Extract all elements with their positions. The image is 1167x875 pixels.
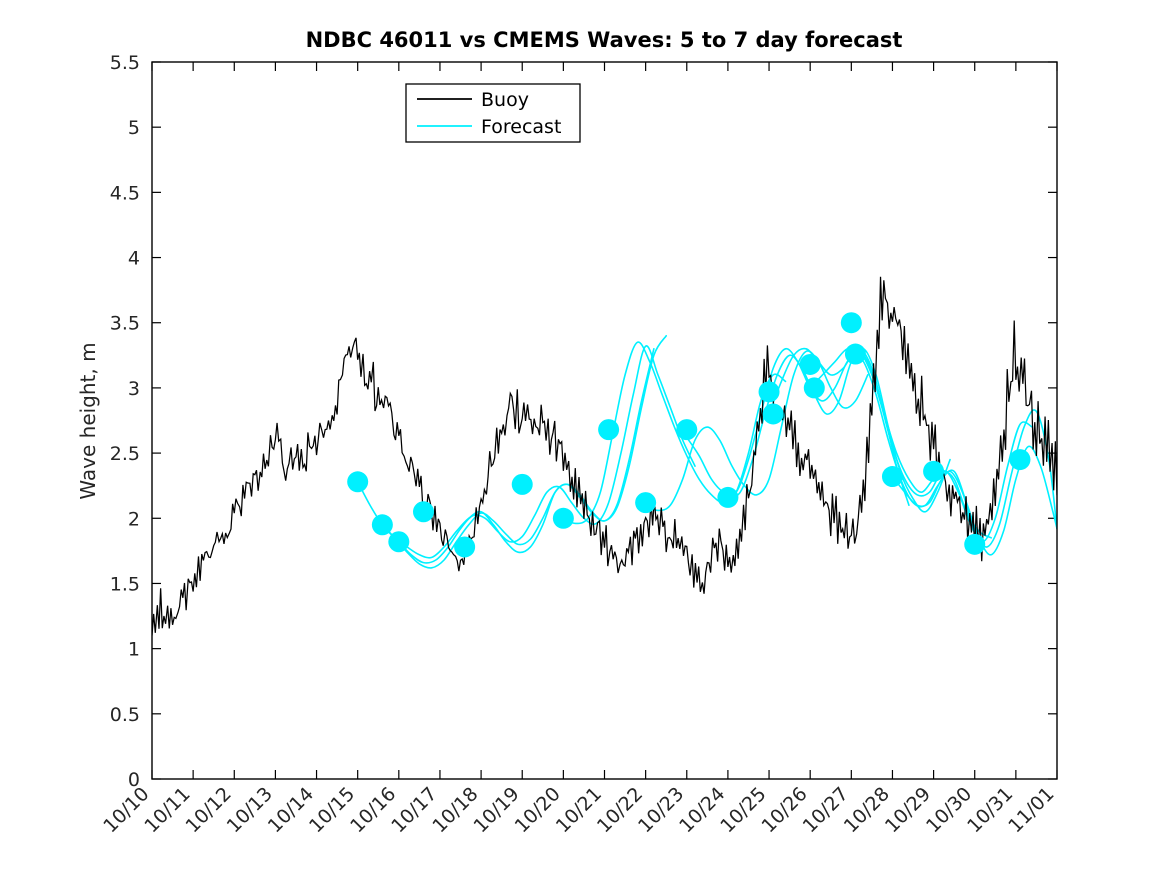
forecast-start-marker bbox=[717, 486, 739, 508]
y-tick-label: 0 bbox=[128, 769, 140, 791]
y-tick-label: 3 bbox=[128, 378, 140, 400]
forecast-start-marker bbox=[552, 507, 574, 529]
y-tick-label: 3.5 bbox=[110, 313, 140, 335]
forecast-start-marker bbox=[598, 419, 620, 441]
forecast-trace-10 bbox=[850, 350, 1057, 548]
forecast-start-marker bbox=[840, 312, 862, 334]
y-tick-label: 2.5 bbox=[110, 443, 140, 465]
forecast-start-marker bbox=[676, 419, 698, 441]
forecast-start-marker bbox=[371, 514, 393, 536]
forecast-start-marker bbox=[803, 377, 825, 399]
forecast-start-marker bbox=[762, 403, 784, 425]
forecast-start-marker bbox=[844, 343, 866, 365]
y-tick-label: 5.5 bbox=[110, 52, 140, 74]
y-axis-ticks: 0 0.5 1 1.5 2 2.5 3 3.5 4 4.5 5 5.5 bbox=[110, 52, 1057, 791]
forecast-start-marker bbox=[799, 353, 821, 375]
forecast-trace-5 bbox=[644, 350, 869, 512]
forecast-start-marker bbox=[413, 501, 434, 523]
plot-area bbox=[152, 276, 1057, 636]
buoy-series-line bbox=[152, 276, 1057, 636]
forecast-start-marker bbox=[388, 531, 410, 553]
y-tick-label: 1 bbox=[128, 639, 140, 661]
y-tick-label: 5 bbox=[128, 117, 140, 139]
forecast-start-marker bbox=[347, 471, 369, 493]
forecast-start-marker bbox=[635, 492, 657, 514]
legend-label-forecast: Forecast bbox=[481, 116, 561, 138]
legend-frame bbox=[405, 83, 581, 143]
forecast-start-marker bbox=[1009, 449, 1031, 471]
y-tick-label: 4 bbox=[128, 248, 140, 270]
forecast-start-marker bbox=[758, 381, 780, 403]
chart-legend[interactable]: Buoy Forecast bbox=[405, 83, 581, 143]
y-tick-label: 0.5 bbox=[110, 704, 140, 726]
forecast-start-marker bbox=[511, 473, 533, 495]
y-tick-label: 1.5 bbox=[110, 573, 140, 595]
buoy-trace bbox=[152, 276, 1057, 636]
forecast-trace-2 bbox=[381, 334, 668, 569]
forecast-start-markers bbox=[347, 312, 1031, 558]
y-tick-label: 4.5 bbox=[110, 182, 140, 204]
legend-label-buoy: Buoy bbox=[481, 89, 529, 111]
forecast-start-marker bbox=[881, 466, 903, 488]
forecast-start-marker bbox=[454, 536, 476, 558]
y-axis-label: Wave height, m bbox=[76, 342, 100, 499]
forecast-start-marker bbox=[923, 460, 945, 482]
y-tick-label: 2 bbox=[128, 508, 140, 530]
page-title: NDBC 46011 vs CMEMS Waves: 5 to 7 day fo… bbox=[306, 28, 903, 52]
forecast-trace-4 bbox=[562, 341, 787, 525]
forecast-start-marker bbox=[964, 533, 986, 555]
axes-box bbox=[151, 61, 1058, 780]
